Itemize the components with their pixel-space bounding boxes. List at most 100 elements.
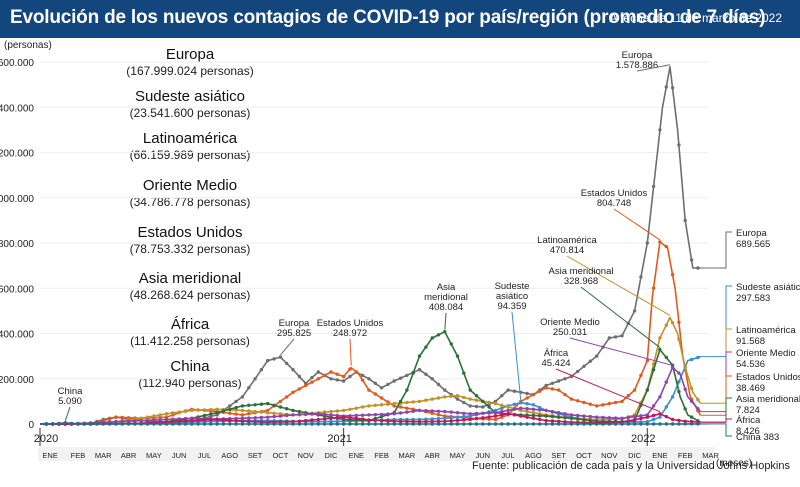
data-point — [316, 370, 320, 374]
data-point — [455, 415, 460, 419]
end-label: Europa — [736, 228, 767, 239]
data-point — [424, 422, 428, 426]
data-point — [285, 395, 289, 399]
data-point — [259, 415, 264, 420]
legend-total: (48.268.624 personas) — [129, 288, 251, 302]
data-point — [253, 422, 257, 426]
data-point — [544, 386, 548, 390]
data-point — [341, 422, 346, 426]
data-point — [266, 401, 270, 406]
legend-name: Latinoamérica — [142, 130, 238, 147]
data-point — [658, 347, 662, 352]
data-point — [506, 388, 510, 392]
data-point — [177, 417, 181, 421]
data-point — [626, 394, 630, 398]
data-point — [658, 240, 662, 244]
data-point — [613, 400, 618, 405]
chart-header: Evolución de los nuevos contagios de COV… — [0, 0, 800, 38]
data-point — [348, 407, 352, 411]
data-point — [512, 422, 517, 426]
data-point — [386, 419, 390, 423]
data-point — [158, 418, 162, 422]
y-tick-label: 0 — [28, 420, 34, 431]
data-point — [632, 388, 637, 392]
data-point — [430, 336, 434, 340]
legend-name: China — [170, 358, 210, 375]
data-point — [392, 419, 396, 423]
data-point — [626, 415, 630, 420]
data-point — [544, 422, 548, 426]
data-point — [512, 407, 517, 411]
data-point — [601, 403, 605, 407]
data-point — [506, 412, 510, 416]
month-tick-label: DIC — [325, 451, 339, 460]
data-point — [278, 414, 283, 418]
data-point — [329, 409, 333, 414]
data-point — [677, 371, 681, 375]
data-point — [209, 422, 213, 426]
y-tick-label: 200.000 — [0, 375, 34, 386]
legend-item-africa: África (11.412.258 personas) — [70, 316, 310, 349]
legend-item-china: China (112.940 personas) — [70, 358, 310, 391]
data-point — [367, 377, 371, 381]
data-point — [373, 392, 377, 396]
data-point — [632, 309, 637, 313]
data-point — [424, 419, 428, 424]
data-point — [88, 422, 93, 426]
data-point — [221, 422, 226, 426]
data-point — [462, 414, 466, 419]
data-point — [550, 422, 555, 426]
end-label: Oriente Medio — [736, 348, 796, 359]
data-point — [531, 392, 536, 397]
data-point — [493, 417, 498, 422]
data-point — [316, 412, 320, 416]
data-point — [398, 405, 403, 409]
data-point — [335, 372, 339, 376]
data-point — [557, 411, 561, 415]
data-point — [69, 421, 74, 426]
data-point — [285, 407, 289, 411]
data-point — [247, 386, 251, 390]
annotation-value: 804.748 — [597, 198, 631, 209]
month-tick-label: MAY — [146, 451, 162, 460]
data-point — [506, 405, 510, 409]
end-label: Sudeste asiático — [736, 282, 800, 293]
data-point — [569, 397, 574, 401]
month-tick-label: MAR — [399, 451, 416, 460]
data-point — [557, 422, 561, 426]
data-point — [582, 364, 586, 368]
data-point — [626, 419, 630, 423]
data-point — [240, 404, 245, 408]
data-point — [436, 413, 441, 417]
data-point — [500, 422, 504, 426]
data-point — [683, 365, 687, 370]
month-tick-label: JUN — [476, 451, 491, 460]
data-point — [379, 422, 384, 426]
data-point — [221, 409, 226, 413]
data-point — [664, 380, 668, 384]
series-china — [39, 421, 701, 426]
data-point — [525, 415, 529, 419]
data-point — [563, 416, 567, 420]
annotation-leader — [580, 286, 661, 348]
data-point — [405, 406, 409, 410]
year-label: 2022 — [631, 433, 655, 445]
y-tick-label: 1.200.000 — [0, 149, 34, 160]
data-point — [240, 419, 245, 423]
data-point — [658, 395, 662, 399]
data-point — [354, 406, 358, 410]
data-point — [576, 417, 580, 421]
data-point — [341, 415, 346, 419]
annotation-leader — [569, 337, 673, 366]
data-point — [367, 422, 371, 426]
data-point — [164, 422, 169, 426]
data-point — [557, 379, 561, 383]
data-point — [595, 404, 599, 408]
data-point — [240, 408, 245, 413]
annotation-name: meridional — [424, 292, 468, 303]
data-point — [379, 403, 384, 407]
data-point — [272, 403, 276, 407]
month-tick-label: MAR — [702, 451, 719, 460]
data-point — [620, 334, 624, 338]
data-point — [354, 413, 358, 418]
